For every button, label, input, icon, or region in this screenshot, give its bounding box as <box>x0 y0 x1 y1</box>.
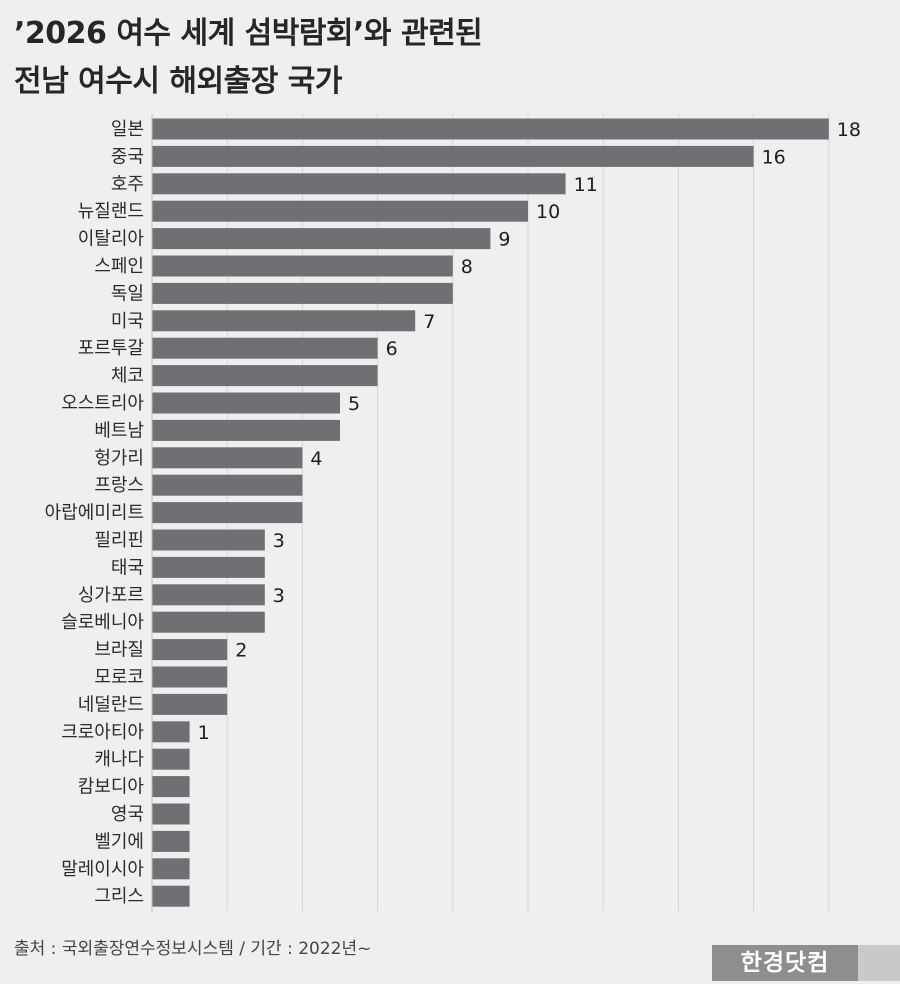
bar <box>152 337 378 359</box>
data-label: 3 <box>273 585 285 607</box>
logo: 한경닷컴 <box>712 945 900 981</box>
category-label: 뉴질랜드 <box>78 201 144 222</box>
data-label: 18 <box>837 119 861 141</box>
bar <box>152 447 303 469</box>
data-label: 4 <box>310 448 322 470</box>
bar <box>152 885 190 907</box>
bar <box>152 282 453 304</box>
category-label: 캄보디아 <box>78 777 145 798</box>
data-label: 9 <box>498 229 510 251</box>
bar <box>152 721 190 743</box>
data-label: 16 <box>762 146 786 168</box>
data-label: 6 <box>386 338 398 360</box>
category-label: 오스트리아 <box>61 393 144 414</box>
bar <box>152 118 829 140</box>
bar <box>152 228 491 250</box>
bar <box>152 830 190 852</box>
data-label: 11 <box>574 174 598 196</box>
category-label: 프랑스 <box>94 475 144 496</box>
category-label: 영국 <box>111 804 144 825</box>
category-label: 미국 <box>111 311 144 332</box>
bar <box>152 392 340 414</box>
category-label: 스페인 <box>94 256 144 277</box>
chart-title: ’2026 여수 세계 섬박람회’와 관련된 전남 여수시 해외출장 국가 <box>14 10 483 106</box>
bar <box>152 200 528 222</box>
bar <box>152 310 416 332</box>
bar <box>152 584 265 606</box>
data-label: 1 <box>198 722 210 744</box>
category-label: 싱가포르 <box>78 585 144 606</box>
bar <box>152 556 265 578</box>
bar <box>152 173 566 195</box>
category-label: 브라질 <box>94 640 144 661</box>
category-label: 포르투갈 <box>78 338 144 359</box>
data-label: 2 <box>235 640 247 662</box>
category-label: 네덜란드 <box>78 694 144 715</box>
category-label: 슬로베니아 <box>61 612 144 633</box>
bar <box>152 145 754 167</box>
category-label: 호주 <box>111 174 144 195</box>
category-label: 태국 <box>111 557 144 578</box>
bar <box>152 611 265 633</box>
category-label: 체코 <box>111 366 144 387</box>
data-label: 8 <box>461 256 473 278</box>
bar <box>152 803 190 825</box>
category-label: 필리핀 <box>94 530 144 551</box>
category-label: 독일 <box>111 283 144 304</box>
logo-text: 한경닷컴 <box>712 945 858 981</box>
bar <box>152 776 190 798</box>
category-label: 이탈리아 <box>78 229 145 250</box>
category-label: 캐나다 <box>94 749 144 770</box>
source-note: 출처 : 국외출장연수정보시스템 / 기간 : 2022년~ <box>14 939 372 959</box>
category-label: 헝가리 <box>94 448 144 469</box>
category-label: 크로아티아 <box>61 722 144 743</box>
bar <box>152 693 228 715</box>
data-label: 10 <box>536 201 560 223</box>
category-label: 일본 <box>111 119 144 140</box>
bar <box>152 529 265 551</box>
bar <box>152 365 378 387</box>
title-line-2: 전남 여수시 해외출장 국가 <box>14 64 342 99</box>
data-label: 5 <box>348 393 360 415</box>
category-label: 중국 <box>111 146 144 167</box>
title-line-1: ’2026 여수 세계 섬박람회’와 관련된 <box>14 16 483 51</box>
data-label: 3 <box>273 530 285 552</box>
category-label: 아랍에미리트 <box>45 503 144 524</box>
category-label: 말레이시아 <box>61 859 144 880</box>
category-label: 모로코 <box>94 667 144 688</box>
bar <box>152 419 340 441</box>
category-label: 벨기에 <box>94 831 144 852</box>
bar <box>152 474 303 496</box>
data-label: 7 <box>423 311 435 333</box>
bar <box>152 639 228 661</box>
bar <box>152 666 228 688</box>
category-label: 베트남 <box>94 420 144 441</box>
bar <box>152 858 190 880</box>
bar <box>152 502 303 524</box>
bar <box>152 255 453 277</box>
bar <box>152 748 190 770</box>
category-label: 그리스 <box>94 886 144 907</box>
